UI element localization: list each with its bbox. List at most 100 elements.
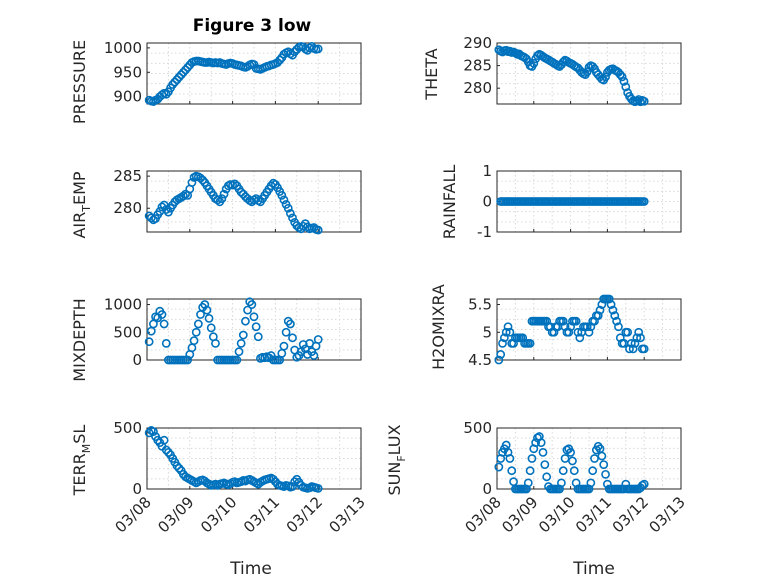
sun_flux-point (494, 462, 504, 472)
sun_flux-point (531, 438, 541, 448)
pressure-point (168, 80, 178, 89)
ylabel-theta-text: THETA (422, 48, 441, 100)
ylabel-terr-msl-sub: M (80, 444, 93, 454)
air_temp-point (187, 178, 197, 187)
mixdepth-point (144, 337, 154, 347)
xlabel-left: Time (229, 559, 272, 579)
sun_flux-ytick-label: 500 (463, 419, 492, 437)
ylabel-h2omixra: H2OMIXRA (429, 284, 448, 370)
theta-point (505, 46, 515, 56)
h2omixra-point (610, 311, 620, 321)
pressure-point (176, 70, 186, 80)
sun_flux-point (568, 456, 577, 466)
mixdepth-point (285, 319, 295, 329)
air_temp-point (219, 189, 229, 199)
terr_msl-xtick-label: 03/13 (326, 493, 369, 536)
terr_msl-xtick-label: 03/12 (283, 493, 326, 536)
h2omixra-ytick-label: 4.5 (468, 351, 492, 369)
mixdepth-ytick-label: 1000 (104, 296, 142, 314)
h2omixra-point (639, 344, 649, 354)
air_temp-point (285, 208, 295, 218)
air_temp-point (283, 203, 293, 213)
h2omixra-point (571, 316, 581, 326)
sun_flux-point (505, 454, 515, 463)
pressure-ytick-label: 900 (113, 88, 142, 106)
h2omixra-point (494, 355, 504, 365)
ylabel-h2omixra-text: H2OMIXRA (429, 284, 448, 370)
ylabel-sun-flux-sub: F (395, 455, 408, 461)
h2omixra-point (626, 338, 636, 348)
mixdepth-point (251, 322, 261, 332)
terr_msl-point (288, 482, 297, 491)
sun_flux-point (523, 478, 533, 488)
terr_msl-point (290, 477, 300, 487)
mixdepth-point (193, 319, 203, 329)
mixdepth-point (249, 312, 259, 322)
sun_flux-point (560, 454, 570, 463)
sun_flux-xtick-label: 03/12 (609, 493, 652, 536)
theta-point (584, 63, 594, 72)
air_temp-ytick-label: 285 (113, 167, 142, 185)
h2omixra-point (593, 311, 603, 321)
h2omixra-ytick-label: 5.5 (468, 296, 492, 314)
ylabel-air-temp-tail: EMP (70, 171, 89, 205)
h2omixra-point (498, 338, 507, 348)
h2omixra-point (496, 350, 506, 359)
sun_flux-xtick-label: 03/11 (572, 493, 615, 536)
terr_msl-point (268, 474, 278, 484)
ylabel-terr-msl: TERRMSL (70, 425, 93, 497)
h2omixra-point (614, 322, 623, 332)
pressure-point (275, 55, 285, 65)
panel-air-temp: AIRTEMP 280 285 (70, 167, 362, 239)
mixdepth-point (161, 338, 171, 348)
theta-point (619, 77, 629, 86)
pressure-point (174, 72, 184, 82)
air_temp-point (157, 202, 167, 212)
panel-pressure: PRESSURE 900 950 1000 (70, 39, 362, 124)
mixdepth-point (241, 316, 250, 326)
h2omixra-point (575, 333, 585, 343)
mixdepth-point (191, 327, 201, 337)
mixdepth-point (232, 355, 242, 365)
h2omixra-point (558, 316, 568, 326)
sun_flux-point (538, 447, 548, 457)
terr_msl-point (163, 447, 173, 457)
h2omixra-point (501, 327, 511, 337)
air_temp-point (213, 195, 223, 205)
air_temp-point (277, 190, 287, 200)
pressure-point (170, 77, 180, 87)
ylabel-sun-flux-main: SUN (385, 462, 404, 496)
terr_msl-xtick-label: 03/10 (197, 493, 240, 536)
mixdepth-ytick-label: 0 (132, 351, 142, 369)
theta-point (639, 96, 649, 106)
sun_flux-xtick-label: 03/10 (535, 493, 578, 536)
ylabel-sun-flux: SUNFLUX (385, 424, 408, 495)
theta-point (615, 70, 625, 80)
air_temp-point (279, 195, 289, 205)
air_temp-point (217, 194, 227, 204)
panel-mixdepth: MIXDEPTH 0 500 1000 (70, 296, 362, 382)
terr_msl-point (159, 435, 169, 445)
sun_flux-point (542, 472, 552, 482)
sun_flux-xtick-label: 03/13 (646, 493, 689, 536)
ylabel-air-temp-sub: T (80, 205, 93, 213)
ylabel-pressure-text: PRESSURE (70, 40, 89, 124)
mixdepth-point (309, 351, 319, 360)
mixdepth-point (211, 338, 220, 348)
sun_flux-ytick-label: 0 (482, 480, 492, 498)
pressure-point (181, 65, 190, 75)
ylabel-rainfall: RAINFALL (440, 165, 459, 240)
mixdepth-ytick-label: 500 (113, 323, 142, 341)
mixdepth-point (204, 314, 214, 323)
mixdepth-point (279, 341, 289, 351)
theta-point (617, 72, 627, 82)
ylabel-air-temp-main: AIR (70, 212, 89, 239)
theta-ytick-label: 280 (463, 79, 492, 97)
mixdepth-point (243, 305, 252, 315)
h2omixra-point (608, 305, 618, 315)
pressure-point (273, 58, 282, 67)
pressure-plot-area (147, 43, 361, 104)
sun_flux-point (536, 438, 546, 448)
ylabel-air-temp-text: AIRTEMP (70, 171, 93, 238)
sun_flux-point (540, 460, 550, 469)
